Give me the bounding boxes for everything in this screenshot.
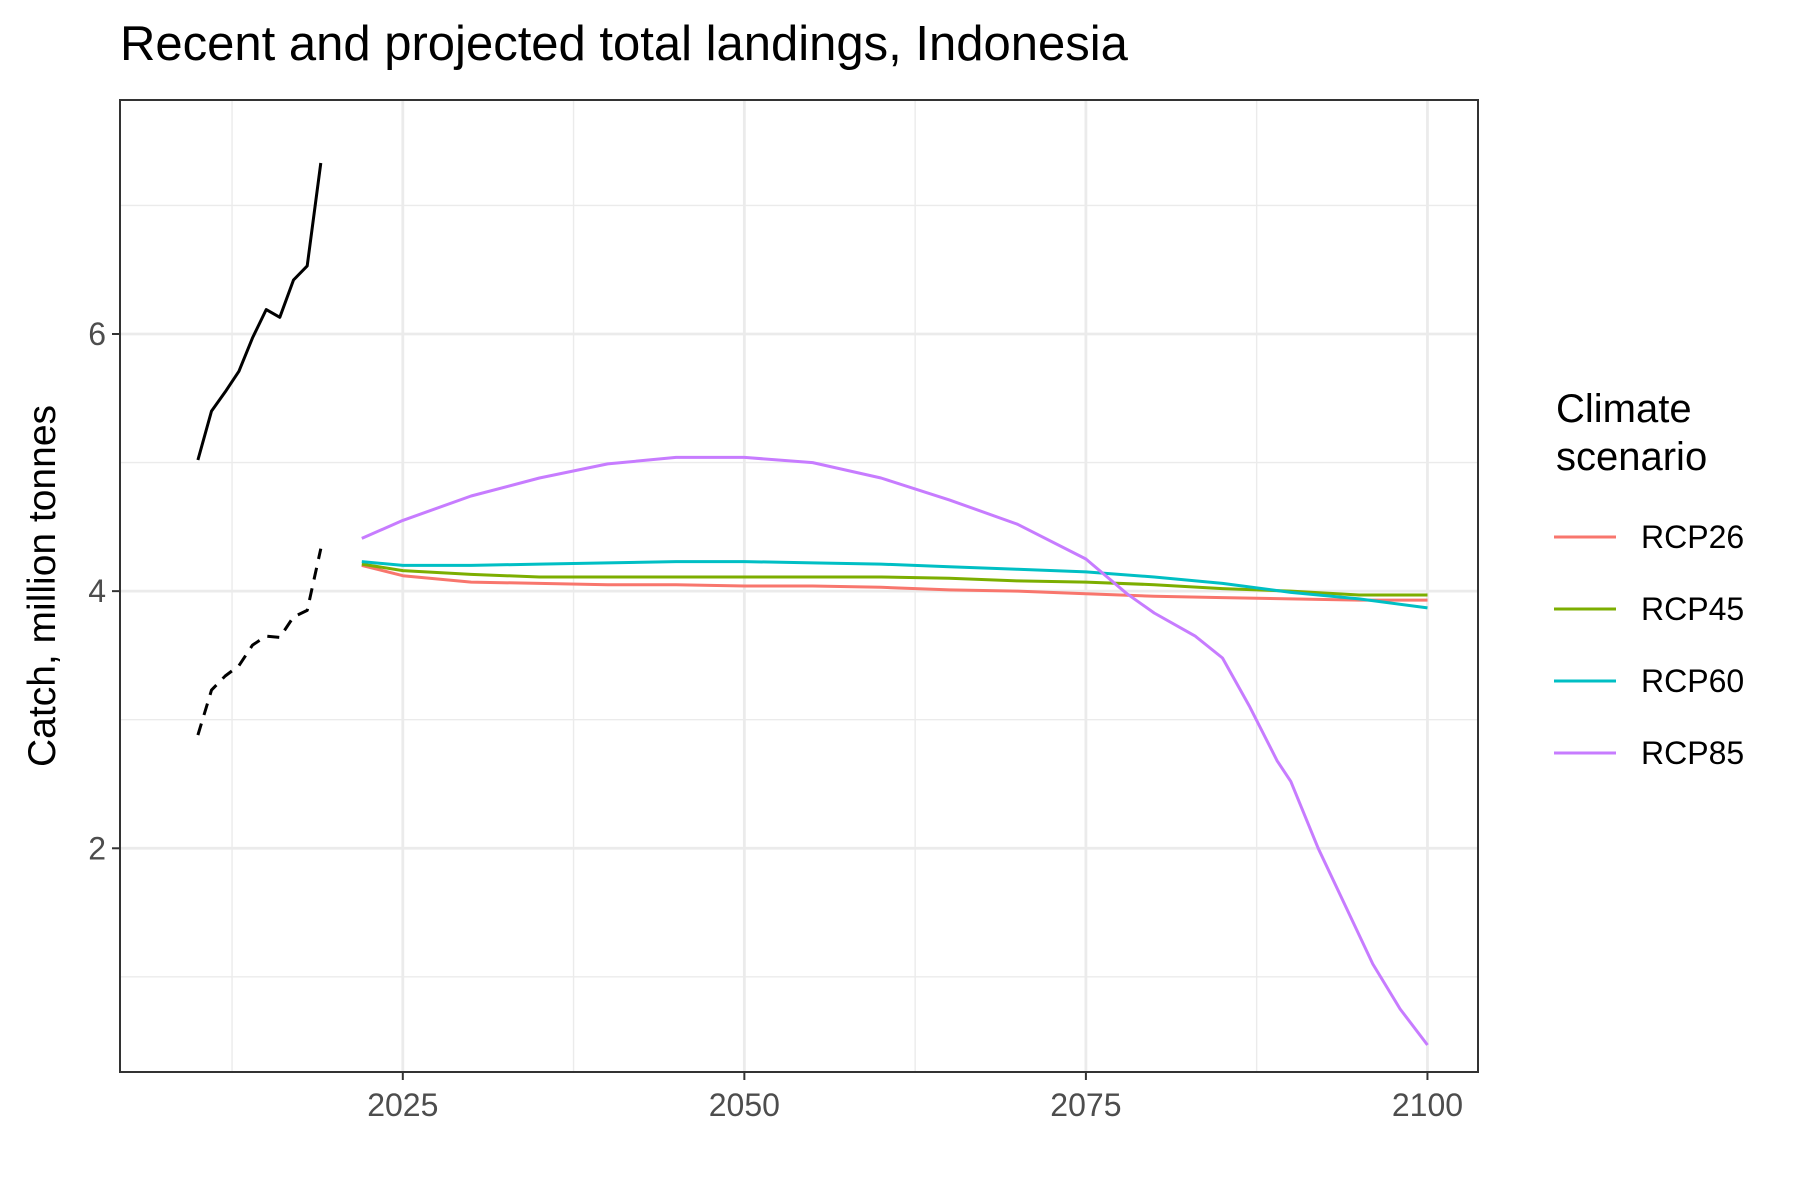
legend-title: Climate scenario [1556,387,1707,479]
historical-lines [196,162,323,736]
y-tick-label: 2 [88,830,106,866]
series-line-rcp85 [361,455,1429,1046]
legend-label-rcp60: RCP60 [1641,663,1744,699]
plot-panel-border [119,99,1479,1073]
legend-items: RCP26 RCP45 RCP60 RCP85 [1554,519,1744,771]
series-line-rcp60 [361,560,1428,610]
x-axis: 2025 2050 2075 2100 [367,1072,1463,1123]
legend-title-line-2: scenario [1556,435,1707,479]
chart-title: Recent and projected total landings, Ind… [120,17,1129,71]
series-lines [361,455,1429,1046]
y-axis: 2 4 6 [88,316,120,866]
series-line-rcp26 [361,563,1428,602]
x-tick-label: 2025 [367,1087,438,1123]
legend: Climate scenario RCP26 RCP45 RCP60 RCP85 [1554,387,1744,771]
series-line-rcp45 [361,562,1428,597]
legend-label-rcp45: RCP45 [1641,591,1744,627]
legend-label-rcp26: RCP26 [1641,519,1744,555]
legend-title-line-1: Climate [1556,387,1692,431]
y-tick-label: 6 [88,316,106,352]
x-tick-label: 2100 [1392,1087,1463,1123]
legend-label-rcp85: RCP85 [1641,735,1744,771]
x-tick-label: 2050 [709,1087,780,1123]
y-axis-label: Catch, million tonnes [21,405,64,767]
y-tick-label: 4 [88,573,106,609]
historical-line-dashed [196,548,323,736]
x-tick-label: 2075 [1050,1087,1121,1123]
historical-line-solid [196,162,323,461]
